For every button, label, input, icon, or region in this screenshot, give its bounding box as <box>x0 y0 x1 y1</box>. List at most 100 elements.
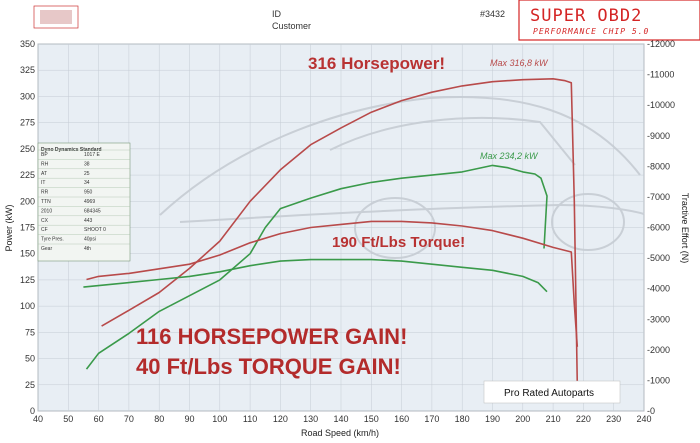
y2-tick-label: -8000 <box>647 161 670 171</box>
x-tick-label: 200 <box>515 414 530 424</box>
max-red-label: Max 316,8 kW <box>490 58 549 68</box>
info-table-value: 4969 <box>84 199 95 205</box>
header-id-label: ID <box>272 9 282 19</box>
y-tick-label: 125 <box>20 275 35 285</box>
y-tick-label: 225 <box>20 170 35 180</box>
info-table-value: SHOOT 0 <box>84 227 106 233</box>
y-tick-label: 75 <box>25 327 35 337</box>
x-tick-label: 210 <box>546 414 561 424</box>
x-tick-label: 180 <box>455 414 470 424</box>
x-tick-label: 110 <box>243 414 257 424</box>
info-table-key: AT <box>41 171 47 177</box>
data-lines <box>83 78 579 385</box>
y2-axis-title: Tractive Effort (N) <box>680 193 690 264</box>
series-line-2 <box>85 164 548 370</box>
x-tick-label: 160 <box>394 414 409 424</box>
y2-tick-label: -2000 <box>647 345 670 355</box>
info-table-value: 950 <box>84 190 93 196</box>
x-tick-label: 70 <box>124 414 134 424</box>
info-table-value: 40psi <box>84 237 96 243</box>
hp-gain-annotation: 116 HORSEPOWER GAIN! <box>136 324 407 349</box>
info-table-key: BP <box>41 152 48 158</box>
y2-tick-label: -4000 <box>647 284 670 294</box>
info-table-key: RH <box>41 161 49 167</box>
y2-tick-label: -5000 <box>647 253 670 263</box>
x-tick-label: 130 <box>303 414 318 424</box>
torque-peak-annotation: 190 Ft/Lbs Torque! <box>332 234 465 251</box>
x-axis-ticks: 40 50 60 70 80 90 100 110 120 130 140 150 160 170 180 1… <box>33 414 652 424</box>
info-table-value: 25 <box>84 171 90 177</box>
x-tick-label: 150 <box>364 414 379 424</box>
y2-tick-label: -12000 <box>647 39 675 49</box>
y-tick-label: 50 <box>25 354 35 364</box>
info-table-value: 4th <box>84 246 91 252</box>
y2-axis-ticks: -0 -1000 -2000 -3000 -4000 -5000 -6000 -7000 -80… <box>647 39 675 416</box>
x-tick-label: 120 <box>273 414 288 424</box>
y2-tick-label: -10000 <box>647 100 675 110</box>
hp-peak-annotation: 316 Horsepower! <box>308 54 445 73</box>
x-tick-label: 80 <box>154 414 164 424</box>
grid <box>37 43 645 412</box>
watermark-box <box>483 380 621 404</box>
y-axis-ticks: 0 25 50 75 100 125 150 175 200 225 250 275 300 325 350 <box>20 39 35 416</box>
y-tick-label: 350 <box>20 39 35 49</box>
y-tick-label: 0 <box>30 406 35 416</box>
x-tick-label: 170 <box>424 414 439 424</box>
dyno-logo-mark <box>40 10 72 24</box>
y-tick-label: 100 <box>20 301 35 311</box>
info-table-value: 34 <box>84 180 90 186</box>
y-tick-label: 200 <box>20 196 35 206</box>
x-tick-label: 90 <box>184 414 194 424</box>
torque-gain-annotation: 40 Ft/Lbs TORQUE GAIN! <box>136 354 401 379</box>
max-green-label: Max 234,2 kW <box>480 151 539 161</box>
info-table-value: 1017 E <box>84 152 101 158</box>
info-table-key: TTN <box>41 199 51 205</box>
y2-tick-label: -7000 <box>647 192 670 202</box>
x-tick-label: 100 <box>212 414 227 424</box>
info-table-key: CX <box>41 218 49 224</box>
x-tick-label: 230 <box>606 414 621 424</box>
x-tick-label: 240 <box>636 414 651 424</box>
watermark-text: Pro Rated Autoparts <box>504 388 594 399</box>
y-tick-label: 25 <box>25 380 35 390</box>
info-table-key: CF <box>41 227 48 233</box>
x-tick-label: 40 <box>33 414 43 424</box>
info-table-value: 443 <box>84 218 93 224</box>
x-tick-label: 190 <box>485 414 500 424</box>
header-number: #3432 <box>480 9 505 19</box>
brand-subtitle: PERFORMANCE CHIP 5.0 <box>533 27 649 36</box>
header-customer-label: Customer <box>272 21 311 31</box>
x-tick-label: 220 <box>576 414 591 424</box>
x-axis-title: Road Speed (km/h) <box>301 428 379 438</box>
series-line-3 <box>86 220 579 347</box>
series-line-1 <box>101 78 579 385</box>
y2-tick-label: -3000 <box>647 314 670 324</box>
y2-tick-label: -9000 <box>647 131 670 141</box>
info-table-key: Gear <box>41 246 52 252</box>
x-tick-label: 50 <box>63 414 73 424</box>
info-table-key: IT <box>41 180 45 186</box>
info-table-key: 2010 <box>41 208 52 214</box>
y2-tick-label: -11000 <box>647 70 674 80</box>
info-table-value: 684345 <box>84 208 101 214</box>
y-axis-title: Power (kW) <box>4 204 14 251</box>
y-tick-label: 300 <box>20 91 35 101</box>
y-tick-label: 250 <box>20 144 35 154</box>
info-table-key: Tyre Pres. <box>41 237 64 243</box>
y2-tick-label: -6000 <box>647 223 670 233</box>
y-tick-label: 275 <box>20 118 35 128</box>
brand-title: SUPER OBD2 <box>530 6 642 26</box>
info-table-value: 38 <box>84 161 90 167</box>
x-tick-label: 60 <box>94 414 104 424</box>
y-tick-label: 175 <box>20 223 35 233</box>
y-tick-label: 325 <box>20 65 35 75</box>
y-tick-label: 150 <box>20 249 35 259</box>
info-table-key: RR <box>41 190 49 196</box>
series-line-4 <box>83 258 548 293</box>
brand-box <box>518 0 700 41</box>
x-tick-label: 140 <box>333 414 348 424</box>
y2-tick-label: -1000 <box>647 375 670 385</box>
y2-tick-label: -0 <box>647 406 655 416</box>
